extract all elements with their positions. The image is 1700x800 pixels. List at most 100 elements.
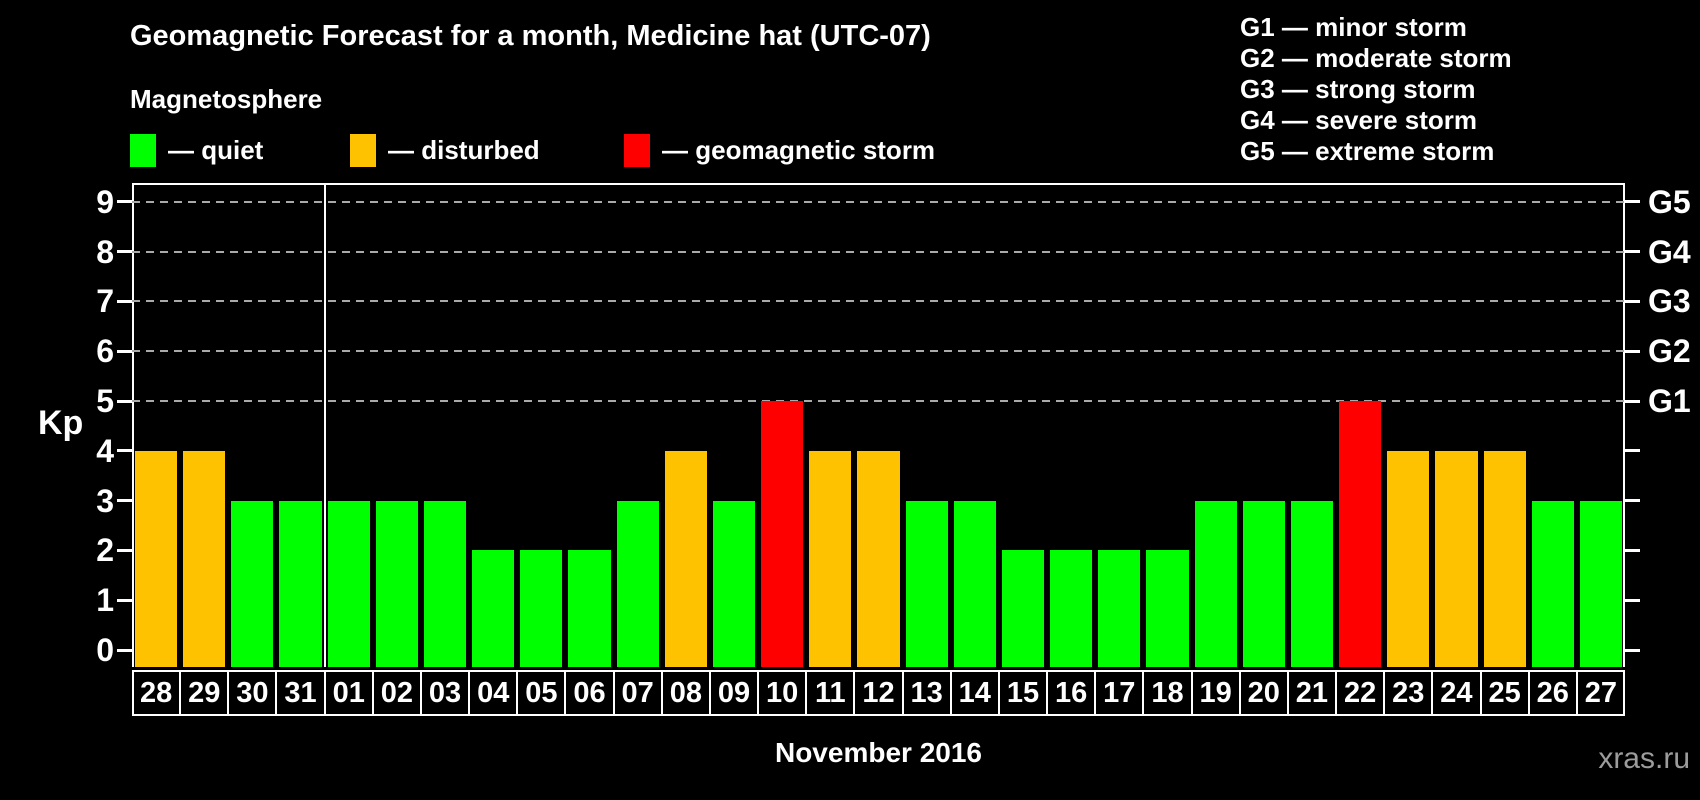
day-divider bbox=[612, 672, 615, 714]
day-divider bbox=[660, 672, 663, 714]
y-tick-label-8: 8 bbox=[96, 233, 114, 270]
bar-day-04 bbox=[472, 550, 515, 667]
legend-item-disturbed: — disturbed bbox=[350, 133, 540, 167]
bar-day-15 bbox=[1001, 550, 1045, 667]
left-tick-5 bbox=[117, 399, 132, 403]
bar-day-29 bbox=[183, 450, 226, 667]
magnetosphere-subtitle: Magnetosphere bbox=[130, 84, 323, 114]
bar-day-13 bbox=[905, 500, 948, 667]
y-tick-label-7: 7 bbox=[96, 283, 114, 320]
right-tick-9 bbox=[1625, 200, 1640, 204]
bar-day-11 bbox=[809, 450, 852, 667]
bar-day-14 bbox=[953, 500, 996, 667]
g-axis-label-g1: G1 bbox=[1648, 383, 1691, 419]
day-axis-row: 28 29 30 31 01 02 03 04 05 06 07 08 09 10 11 12 13 14 15 16… bbox=[132, 670, 1625, 716]
legend-swatch-quiet bbox=[130, 133, 156, 167]
plot-frame-top bbox=[132, 183, 1625, 185]
y-tick-label-1: 1 bbox=[96, 582, 114, 619]
bar-day-30 bbox=[231, 500, 274, 667]
watermark: xras.ru bbox=[1598, 742, 1690, 775]
day-divider bbox=[564, 672, 567, 714]
bar-day-28 bbox=[135, 450, 178, 667]
left-tick-1 bbox=[117, 598, 132, 602]
day-divider bbox=[708, 672, 711, 714]
day-divider bbox=[853, 672, 856, 714]
day-divider bbox=[1383, 672, 1386, 714]
legend-label-quiet: — quiet bbox=[168, 134, 264, 165]
day-divider bbox=[1431, 672, 1434, 714]
y-axis-title: Kp bbox=[38, 404, 84, 442]
left-tick-9 bbox=[117, 200, 132, 204]
day-label-25: 25 bbox=[1488, 677, 1521, 709]
bar-day-26 bbox=[1531, 500, 1574, 667]
day-label-26: 26 bbox=[1536, 677, 1569, 709]
left-tick-0 bbox=[117, 648, 132, 652]
right-tick-2 bbox=[1625, 548, 1640, 552]
day-label-08: 08 bbox=[669, 677, 702, 709]
day-label-10: 10 bbox=[766, 677, 799, 709]
day-divider bbox=[1527, 672, 1530, 714]
day-divider bbox=[323, 672, 326, 714]
left-tick-6 bbox=[117, 349, 132, 353]
bar-day-24 bbox=[1435, 450, 1478, 667]
day-divider bbox=[805, 672, 808, 714]
bar-day-07 bbox=[616, 500, 659, 667]
right-tick-6 bbox=[1625, 349, 1640, 353]
bar-day-12 bbox=[857, 450, 900, 667]
day-label-06: 06 bbox=[573, 677, 606, 709]
right-tick-1 bbox=[1625, 598, 1640, 602]
y-tick-label-0: 0 bbox=[96, 632, 114, 668]
day-label-21: 21 bbox=[1295, 677, 1329, 709]
storm-scale-item-g1: G1 — minor storm bbox=[1240, 12, 1467, 42]
bar-day-02 bbox=[375, 500, 418, 667]
day-label-04: 04 bbox=[477, 677, 510, 709]
bar-day-19 bbox=[1194, 500, 1237, 667]
day-label-29: 29 bbox=[188, 677, 221, 709]
left-tick-7 bbox=[117, 299, 132, 303]
left-tick-4 bbox=[117, 449, 132, 453]
plot-frame-left bbox=[132, 183, 134, 667]
day-divider bbox=[757, 672, 760, 714]
y-tick-label-2: 2 bbox=[96, 532, 114, 569]
day-label-07: 07 bbox=[621, 677, 654, 709]
left-tick-8 bbox=[117, 250, 132, 254]
day-divider bbox=[1575, 672, 1578, 714]
day-label-24: 24 bbox=[1440, 677, 1473, 709]
right-tick-8 bbox=[1625, 250, 1640, 254]
day-label-20: 20 bbox=[1247, 677, 1280, 709]
day-divider bbox=[419, 672, 422, 714]
storm-scale-item-g5: G5 — extreme storm bbox=[1240, 136, 1495, 166]
bar-day-17 bbox=[1098, 550, 1141, 667]
x-axis-title: November 2016 bbox=[774, 737, 982, 768]
bar-day-09 bbox=[712, 500, 756, 667]
kp-bar-chart: 0 1 2 3 4 5 6 7 8 9 G1 G2 G3 G4 G5 bbox=[96, 183, 1691, 668]
right-tick-3 bbox=[1625, 499, 1640, 503]
day-label-11: 11 bbox=[814, 677, 846, 709]
day-label-13: 13 bbox=[910, 677, 943, 709]
bar-day-01 bbox=[327, 500, 370, 667]
storm-scale-item-g4: G4 — severe storm bbox=[1240, 105, 1478, 135]
day-divider bbox=[179, 672, 182, 714]
left-tick-2 bbox=[117, 548, 132, 552]
legend-label-storm: — geomagnetic storm bbox=[662, 134, 936, 165]
bar-day-06 bbox=[568, 550, 611, 667]
day-label-30: 30 bbox=[236, 677, 269, 709]
day-divider bbox=[275, 672, 278, 714]
day-label-12: 12 bbox=[862, 677, 895, 709]
day-label-17: 17 bbox=[1103, 677, 1136, 709]
day-label-19: 19 bbox=[1199, 677, 1232, 709]
storm-scale-item-g2: G2 — moderate storm bbox=[1240, 43, 1512, 73]
bar-day-22 bbox=[1339, 401, 1382, 667]
storm-scale-legend: G1 — minor storm G2 — moderate storm G3 — … bbox=[1240, 12, 1512, 167]
gridline-kp-7 bbox=[132, 300, 1625, 303]
y-tick-label-9: 9 bbox=[96, 183, 114, 220]
legend-swatch-disturbed bbox=[350, 133, 376, 167]
day-label-16: 16 bbox=[1055, 677, 1088, 709]
day-divider bbox=[1190, 672, 1193, 714]
right-tick-0 bbox=[1625, 648, 1640, 652]
bar-day-27 bbox=[1579, 500, 1622, 667]
day-label-09: 09 bbox=[717, 677, 751, 709]
day-label-27: 27 bbox=[1584, 677, 1618, 709]
y-tick-label-3: 3 bbox=[96, 482, 114, 519]
day-label-03: 03 bbox=[428, 677, 462, 709]
